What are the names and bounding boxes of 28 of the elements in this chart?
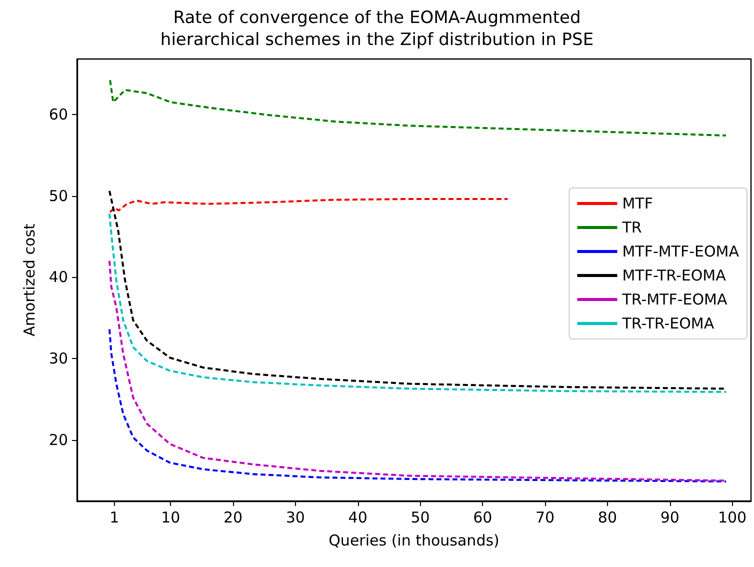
line-series <box>109 198 509 214</box>
line-series <box>109 79 728 137</box>
legend-label: MTF <box>622 194 653 212</box>
x-axis-title: Queries (in thousands) <box>328 532 500 550</box>
x-tick-label: 80 <box>598 508 618 526</box>
x-tick-label: 40 <box>348 508 368 526</box>
x-tick-label: 20 <box>223 508 243 526</box>
y-tick-label: 40 <box>48 268 68 286</box>
y-tick-label: 50 <box>48 186 68 205</box>
x-tick-label: 100 <box>718 508 747 526</box>
y-tick-label: 60 <box>48 105 68 124</box>
x-tick-label: 10 <box>161 508 180 526</box>
legend-label: TR-MTF-EOMA <box>621 290 728 308</box>
y-axis-title: Amortized cost <box>20 223 38 336</box>
x-tick-label: 70 <box>536 508 555 526</box>
x-tick-label: 50 <box>410 508 430 526</box>
x-tick-label: 60 <box>473 508 492 526</box>
legend-label: MTF-MTF-EOMA <box>622 242 740 260</box>
legend-label: MTF-TR-EOMA <box>622 266 727 284</box>
y-tick-label: 30 <box>48 350 68 368</box>
x-tick-label: 30 <box>286 508 305 526</box>
line-series <box>108 328 728 482</box>
x-tick-label: 90 <box>660 508 680 526</box>
y-tick-label: 20 <box>48 430 68 449</box>
legend-label: TR-TR-EOMA <box>621 314 715 332</box>
chart-title: Rate of convergence of the EOMA-Augmmented hierarchical schemes in the Zipf distribution in PSE <box>160 8 594 50</box>
legend-label: TR <box>621 218 642 236</box>
x-tick-label: 1 <box>110 508 120 526</box>
